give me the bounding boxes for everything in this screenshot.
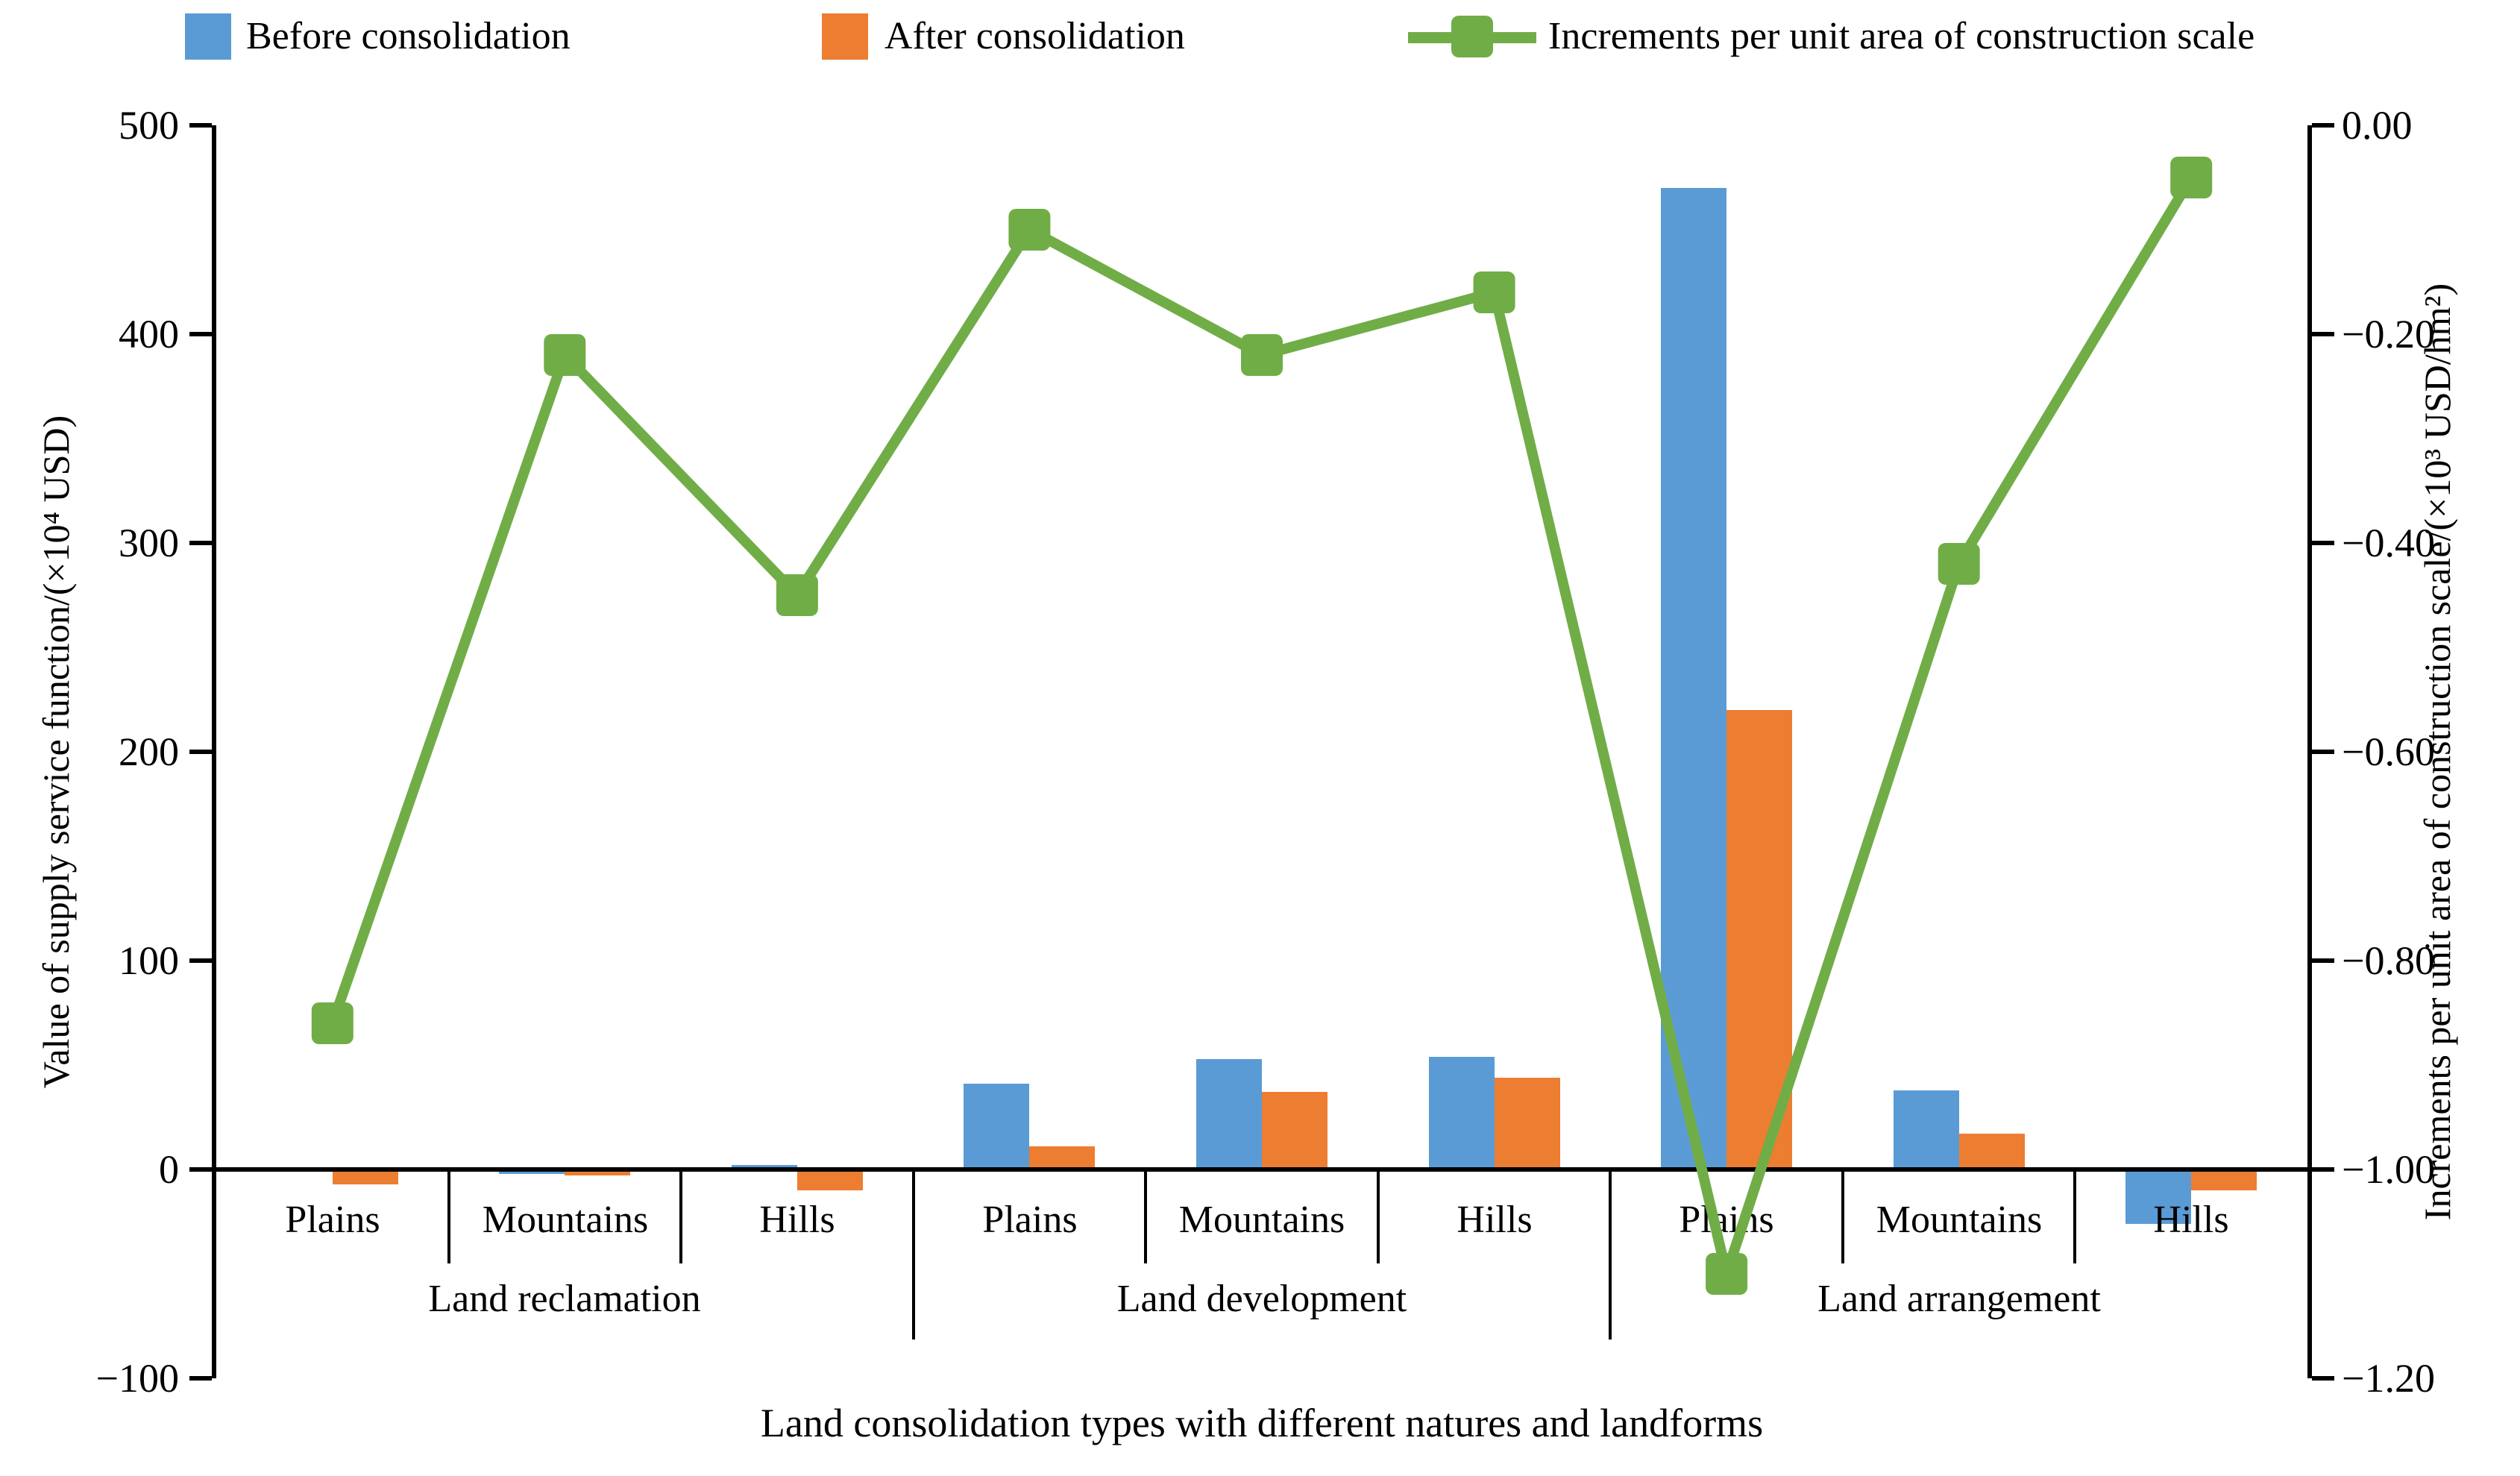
left-axis-tick	[189, 1376, 212, 1381]
right-axis-tick	[2312, 958, 2334, 963]
right-axis-tick-label: −1.00	[2342, 1147, 2435, 1192]
left-axis-tick	[189, 332, 212, 336]
category-label: Hills	[2153, 1199, 2229, 1241]
right-axis-tick-label: −0.60	[2342, 729, 2435, 774]
left-axis-tick	[189, 1167, 212, 1172]
right-axis-tick-label: −0.80	[2342, 938, 2435, 983]
category-label: Mountains	[1178, 1199, 1345, 1241]
right-axis-tick	[2312, 332, 2334, 336]
right-axis-tick	[2312, 1167, 2334, 1172]
right-axis-tick	[2312, 541, 2334, 545]
bar-after-2	[797, 1169, 863, 1190]
line-marker-8	[2170, 157, 2213, 198]
left-axis-tick-label: 0	[159, 1147, 179, 1192]
category-label: Mountains	[1876, 1199, 2043, 1241]
right-axis-tick	[2312, 1376, 2334, 1381]
bar-after-3	[1029, 1146, 1095, 1169]
bar-before-1	[499, 1169, 565, 1174]
left-axis-tick-label: 400	[119, 312, 179, 357]
legend-label-after: After consolidation	[884, 15, 1185, 57]
category-label: Hills	[1457, 1199, 1533, 1241]
category-separator	[1144, 1169, 1147, 1263]
left-axis-tick	[189, 958, 212, 963]
legend-label-before: Before consolidation	[246, 15, 571, 57]
line-marker-6	[1706, 1253, 1748, 1295]
right-axis-tick-label: −0.20	[2342, 312, 2435, 357]
x-axis-title: Land consolidation types with different …	[760, 1401, 1764, 1445]
category-separator	[1377, 1169, 1380, 1263]
group-separator	[1609, 1169, 1612, 1340]
category-label: Plains	[982, 1199, 1078, 1241]
line-marker-7	[1938, 543, 1980, 585]
right-axis-tick-label: 0.00	[2342, 103, 2413, 148]
bar-before-5	[1429, 1057, 1495, 1169]
group-label: Land reclamation	[428, 1278, 701, 1320]
legend-swatch-before	[185, 13, 231, 60]
group-separator	[912, 1169, 915, 1340]
category-label: Plains	[1679, 1199, 1774, 1241]
bar-after-4	[1262, 1092, 1327, 1169]
bar-before-6	[1661, 188, 1726, 1169]
left-axis-tick-label: 100	[119, 938, 179, 983]
line-marker-3	[1008, 209, 1051, 251]
bar-after-7	[1959, 1134, 2025, 1169]
bar-before-4	[1196, 1059, 1262, 1169]
line-marker-0	[311, 1002, 354, 1044]
right-axis-tick	[2312, 750, 2334, 754]
bar-after-5	[1495, 1078, 1560, 1169]
bar-after-1	[565, 1169, 630, 1175]
category-separator	[447, 1169, 450, 1263]
legend-square-marker-icon	[1451, 16, 1493, 57]
group-label: Land arrangement	[1817, 1278, 2101, 1320]
right-axis-spine	[2307, 125, 2312, 1378]
x-axis-zero-line	[212, 1167, 2312, 1172]
bar-before-3	[964, 1084, 1029, 1169]
line-marker-1	[544, 334, 586, 376]
left-axis-tick-label: −100	[95, 1356, 179, 1401]
category-label: Hills	[759, 1199, 835, 1241]
legend-label-increments: Increments per unit area of construction…	[1548, 15, 2255, 57]
group-label: Land development	[1116, 1278, 1407, 1320]
left-axis-tick-label: 500	[119, 103, 179, 148]
right-axis-tick-label: −0.40	[2342, 521, 2435, 565]
left-axis-tick-label: 300	[119, 521, 179, 565]
category-separator	[2073, 1169, 2076, 1263]
category-separator	[679, 1169, 682, 1263]
category-separator	[1841, 1169, 1844, 1263]
left-axis-spine	[212, 125, 216, 1378]
right-axis-tick-label: −1.20	[2342, 1356, 2435, 1401]
bar-before-8	[2125, 1169, 2191, 1224]
bar-after-0	[333, 1169, 398, 1184]
left-axis-tick-label: 200	[119, 729, 179, 774]
category-label: Mountains	[482, 1199, 649, 1241]
category-label: Plains	[285, 1199, 380, 1241]
legend-swatch-after	[822, 13, 868, 60]
right-axis-tick	[2312, 123, 2334, 128]
left-axis-tick	[189, 750, 212, 754]
bar-after-8	[2191, 1169, 2257, 1190]
line-marker-5	[1473, 271, 1515, 313]
bar-before-7	[1894, 1090, 1959, 1169]
left-axis-tick	[189, 541, 212, 545]
left-axis-tick	[189, 123, 212, 128]
line-marker-2	[776, 574, 818, 616]
line-marker-4	[1241, 334, 1283, 376]
